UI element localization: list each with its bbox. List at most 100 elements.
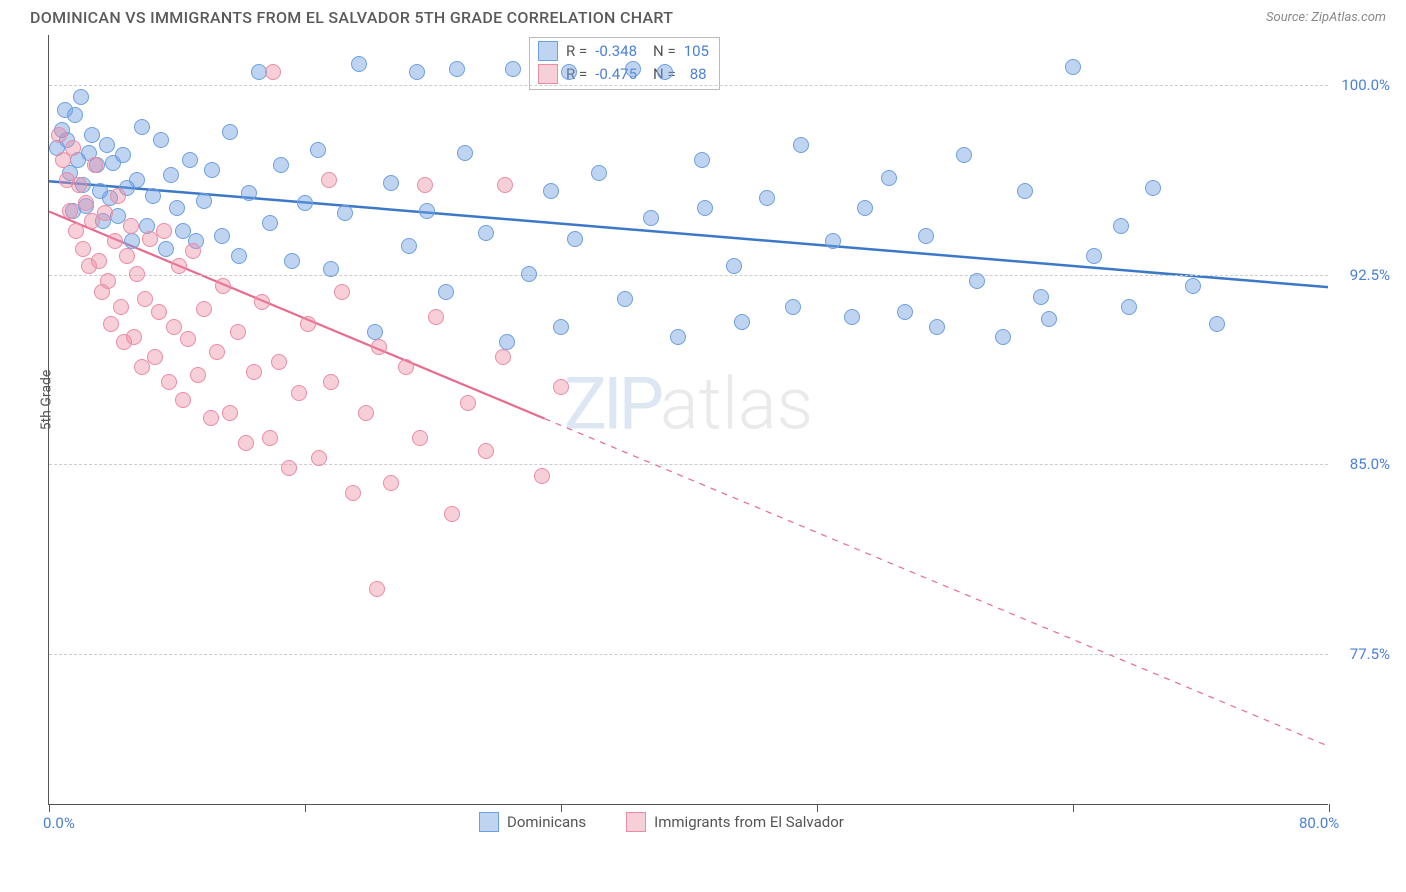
data-point xyxy=(119,248,135,264)
data-point xyxy=(123,218,139,234)
data-point xyxy=(505,61,521,77)
data-point xyxy=(151,304,167,320)
x-tick-label: 80.0% xyxy=(1299,814,1339,832)
data-point xyxy=(62,203,78,219)
data-point xyxy=(110,188,126,204)
data-point xyxy=(137,291,153,307)
data-point xyxy=(567,231,583,247)
data-point xyxy=(1121,299,1137,315)
data-point xyxy=(323,261,339,277)
legend-item-el-salvador: Immigrants from El Salvador xyxy=(626,812,844,832)
data-point xyxy=(726,258,742,274)
data-point xyxy=(499,334,515,350)
legend-label-el-salvador: Immigrants from El Salvador xyxy=(654,813,844,831)
data-point xyxy=(561,64,577,80)
swatch-el-salvador xyxy=(626,812,646,832)
data-point xyxy=(543,183,559,199)
data-point xyxy=(383,175,399,191)
data-point xyxy=(147,349,163,365)
series-legend: Dominicans Immigrants from El Salvador xyxy=(479,812,844,832)
data-point xyxy=(412,430,428,446)
data-point xyxy=(897,304,913,320)
data-point xyxy=(956,147,972,163)
data-point xyxy=(222,124,238,140)
data-point xyxy=(478,443,494,459)
data-point xyxy=(265,64,281,80)
n-value-el-salvador: 88 xyxy=(690,63,707,86)
data-point xyxy=(262,430,278,446)
chart-title: DOMINICAN VS IMMIGRANTS FROM EL SALVADOR… xyxy=(30,8,673,27)
data-point xyxy=(367,324,383,340)
data-point xyxy=(591,165,607,181)
data-point xyxy=(254,294,270,310)
data-point xyxy=(161,374,177,390)
data-point xyxy=(65,140,81,156)
data-point xyxy=(369,581,385,597)
data-point xyxy=(222,405,238,421)
data-point xyxy=(409,64,425,80)
legend-label-dominicans: Dominicans xyxy=(507,813,586,831)
data-point xyxy=(334,284,350,300)
trend-lines xyxy=(49,35,1328,804)
data-point xyxy=(297,195,313,211)
r-value-dominicans: -0.348 xyxy=(595,40,637,63)
data-point xyxy=(175,392,191,408)
data-point xyxy=(214,228,230,244)
data-point xyxy=(553,379,569,395)
data-point xyxy=(1185,278,1201,294)
swatch-dominicans xyxy=(479,812,499,832)
data-point xyxy=(694,152,710,168)
plot-area: ZIPatlas R = -0.348 N = 105 R = -0.475 N… xyxy=(48,35,1328,805)
data-point xyxy=(113,299,129,315)
data-point xyxy=(1033,289,1049,305)
data-point xyxy=(534,468,550,484)
data-point xyxy=(1145,180,1161,196)
data-point xyxy=(115,147,131,163)
data-point xyxy=(97,205,113,221)
x-tick xyxy=(1329,804,1330,812)
data-point xyxy=(238,435,254,451)
data-point xyxy=(166,319,182,335)
source-attribution: Source: ZipAtlas.com xyxy=(1266,10,1386,25)
data-point xyxy=(918,228,934,244)
data-point xyxy=(273,157,289,173)
data-point xyxy=(91,253,107,269)
data-point xyxy=(310,142,326,158)
x-tick xyxy=(817,804,818,812)
data-point xyxy=(271,354,287,370)
gridline xyxy=(49,275,1328,276)
data-point xyxy=(657,64,673,80)
data-point xyxy=(129,172,145,188)
data-point xyxy=(478,225,494,241)
correlation-legend: R = -0.348 N = 105 R = -0.475 N = 88 xyxy=(529,37,720,90)
y-tick-label: 85.0% xyxy=(1350,455,1390,473)
y-tick-label: 92.5% xyxy=(1350,266,1390,284)
data-point xyxy=(190,367,206,383)
data-point xyxy=(383,475,399,491)
data-point xyxy=(300,316,316,332)
data-point xyxy=(246,364,262,380)
data-point xyxy=(126,329,142,345)
data-point xyxy=(670,329,686,345)
legend-item-dominicans: Dominicans xyxy=(479,812,586,832)
data-point xyxy=(460,395,476,411)
data-point xyxy=(553,319,569,335)
data-point xyxy=(68,223,84,239)
data-point xyxy=(881,170,897,186)
swatch-el-salvador xyxy=(538,64,558,84)
data-point xyxy=(78,195,94,211)
gridline xyxy=(49,464,1328,465)
data-point xyxy=(625,61,641,77)
data-point xyxy=(321,172,337,188)
data-point xyxy=(793,137,809,153)
trend-line-dashed xyxy=(545,419,1328,746)
data-point xyxy=(171,258,187,274)
data-point xyxy=(153,132,169,148)
x-tick xyxy=(561,804,562,812)
data-point xyxy=(419,203,435,219)
data-point xyxy=(495,349,511,365)
data-point xyxy=(417,177,433,193)
data-point xyxy=(99,137,115,153)
x-tick xyxy=(49,804,50,812)
data-point xyxy=(337,205,353,221)
